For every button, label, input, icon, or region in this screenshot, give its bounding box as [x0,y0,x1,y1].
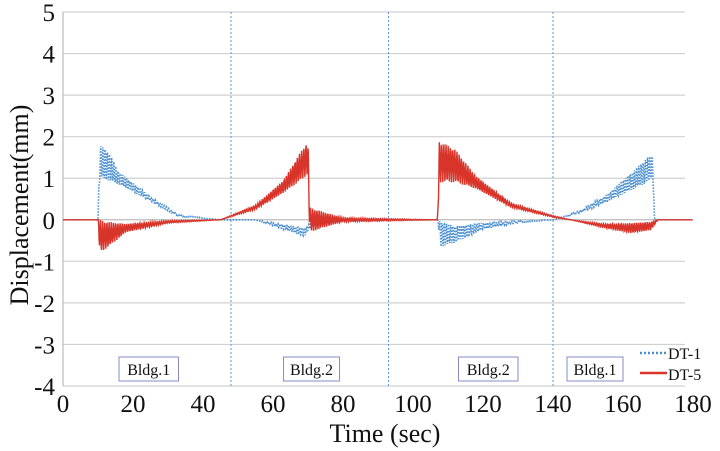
building-label-box [283,356,340,382]
x-tick-label: 80 [331,391,356,418]
x-tick-label: 40 [191,391,216,418]
y-tick-label: 5 [43,0,56,27]
legend: DT-1 DT-5 [640,346,701,384]
x-tick-label: 120 [464,391,502,418]
building-label-box [118,356,179,382]
plot-lines [63,142,693,251]
x-tick-label: 60 [261,391,286,418]
x-tick-label: 100 [394,391,432,418]
y-tick-label: -2 [34,291,55,318]
series-line-dt-5 [63,142,693,251]
y-tick-label: -4 [34,374,55,401]
y-tick-label: 3 [43,83,56,110]
building-label-box [566,356,624,382]
ticks: -4 -3 -2 -1 0 1 2 3 4 5 0 20 40 60 80 100 120 140 160 180 [34,0,712,418]
x-tick-label: 0 [57,391,70,418]
y-tick-label: 2 [43,125,56,152]
x-tick-label: 140 [534,391,572,418]
annotations: Bldg.1 Bldg.2 Bldg.2 Bldg.1 [118,356,624,382]
building-label: Bldg.1 [573,362,616,379]
y-tick-label: -3 [34,332,55,359]
building-label: Bldg.1 [127,362,170,379]
grid [62,11,685,387]
y-tick-label: 4 [43,42,56,69]
legend-label-dt1: DT-1 [668,346,701,363]
building-label: Bldg.2 [467,362,510,379]
series-line-dt-1 [63,145,693,247]
y-tick-label: 1 [43,166,56,193]
x-tick-label: 180 [674,391,712,418]
x-tick-label: 20 [121,391,146,418]
building-label-box [458,356,519,382]
legend-label-dt5: DT-5 [668,367,701,384]
y-axis-label: Displacement(mm) [5,105,34,306]
y-tick-label: -1 [34,249,55,276]
y-tick-label: 0 [43,208,56,235]
x-axis-label: Time (sec) [330,419,441,448]
building-label: Bldg.2 [290,362,333,379]
x-tick-label: 160 [604,391,642,418]
